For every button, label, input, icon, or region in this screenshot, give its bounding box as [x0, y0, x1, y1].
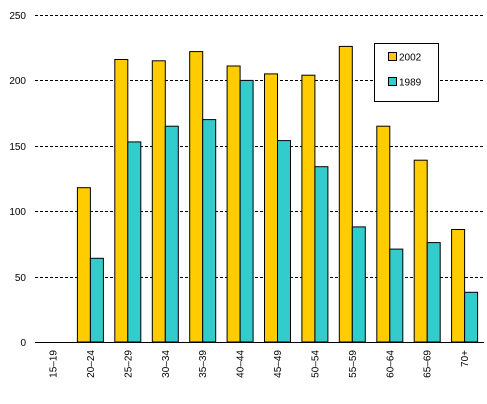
bar-2002-10	[413, 159, 428, 343]
x-tick-label: 50–54	[310, 350, 321, 378]
x-tick-label: 25–29	[123, 350, 134, 378]
x-tick-label: 30–34	[161, 350, 172, 378]
x-tick-label: 55–59	[348, 350, 359, 378]
bar-2002-8	[338, 45, 353, 343]
y-tick-label: 0	[20, 338, 26, 349]
bar-2002-7	[301, 74, 316, 343]
x-tick-labels: 15–19 20–24 25–29 30–34 35–39 40–44 45–49 50–54…	[49, 350, 472, 378]
x-tick-label: 15–19	[49, 350, 60, 378]
legend: 2002 1989	[374, 43, 439, 102]
y-tick-label: 200	[9, 76, 26, 87]
bar-1989-9	[389, 248, 404, 343]
bar-1989-10	[426, 242, 441, 343]
bar-1989-3	[164, 125, 179, 343]
bar-2002-6	[264, 73, 278, 343]
legend-box	[374, 43, 439, 102]
x-tick-label: 70+	[460, 350, 471, 367]
bar-2002-5	[226, 65, 241, 343]
bar-1989-5	[239, 79, 254, 343]
bar-1989-8	[351, 226, 366, 343]
legend-swatch-2002	[388, 52, 397, 61]
bar-2002-11	[451, 229, 466, 343]
x-tick-label: 20–24	[86, 350, 97, 378]
legend-swatch-1989	[388, 77, 397, 86]
legend-label: 1989	[399, 78, 422, 89]
x-tick-label: 35–39	[198, 350, 209, 378]
bar-1989-4	[202, 119, 217, 343]
y-tick-label: 250	[9, 11, 26, 22]
bar-1989-11	[464, 291, 479, 343]
bar-2002-4	[189, 51, 204, 343]
y-tick-label: 100	[9, 207, 26, 218]
bar-1989-2	[127, 141, 142, 343]
y-tick-label: 50	[15, 273, 27, 284]
bars	[76, 45, 479, 343]
bar-1989-1	[89, 257, 104, 343]
bar-2002-9	[376, 125, 391, 343]
bar-2002-2	[114, 59, 129, 343]
bar-1989-7	[314, 166, 329, 343]
bar-1989-6	[277, 140, 291, 343]
legend-label: 2002	[399, 53, 422, 64]
bar-2002-3	[151, 60, 166, 343]
x-tick-label: 40–44	[236, 350, 247, 378]
x-tick-label: 60–64	[385, 350, 396, 378]
bar-2002-1	[76, 187, 91, 343]
x-tick-label: 45–49	[273, 350, 284, 378]
y-tick-label: 150	[9, 142, 26, 153]
x-tick-label: 65–69	[423, 350, 434, 378]
y-tick-labels: 0 50 100 150 200 250	[9, 11, 26, 349]
